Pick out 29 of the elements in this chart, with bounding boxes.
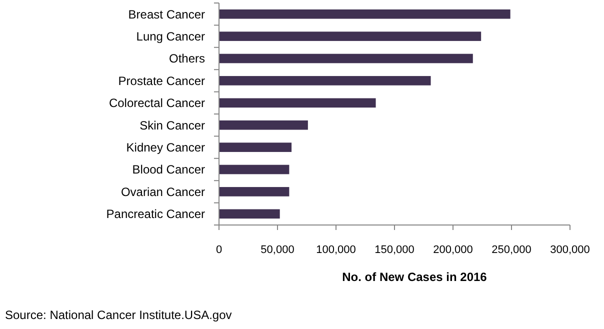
- y-tick-label: Breast Cancer: [128, 7, 205, 22]
- y-tick-label: Skin Cancer: [140, 118, 205, 132]
- bar: [219, 209, 280, 219]
- x-tick-label: 300,000: [550, 244, 590, 256]
- bar: [219, 9, 510, 19]
- bar: [219, 32, 482, 41]
- bar: [219, 76, 431, 86]
- x-tick-label: 100,000: [316, 244, 356, 256]
- x-tick-label: 50,000: [260, 244, 294, 256]
- y-tick-label: Kidney Cancer: [126, 140, 205, 154]
- x-tick-label: 150,000: [374, 244, 414, 256]
- y-tick-label: Colorectal Cancer: [108, 96, 205, 110]
- x-tick-label: 250,000: [492, 244, 532, 256]
- bar: [219, 120, 308, 130]
- y-tick-label: Pancreatic Cancer: [106, 207, 205, 222]
- y-tick-label: Prostate Cancer: [118, 74, 205, 88]
- x-tick-label: 0: [216, 244, 222, 256]
- bar: [219, 54, 473, 64]
- bar: [219, 142, 292, 152]
- y-tick-label: Ovarian Cancer: [120, 184, 205, 199]
- y-tick-label: Blood Cancer: [132, 162, 205, 177]
- bar: [219, 164, 290, 174]
- bar: [219, 187, 290, 196]
- bar: [219, 98, 376, 108]
- source-note: Source: National Cancer Institute.USA.gov: [5, 308, 232, 322]
- x-tick-label: 200,000: [433, 244, 473, 256]
- x-axis-title: No. of New Cases in 2016: [342, 270, 488, 284]
- y-tick-label: Others: [168, 52, 205, 66]
- y-tick-label: Lung Cancer: [136, 30, 205, 44]
